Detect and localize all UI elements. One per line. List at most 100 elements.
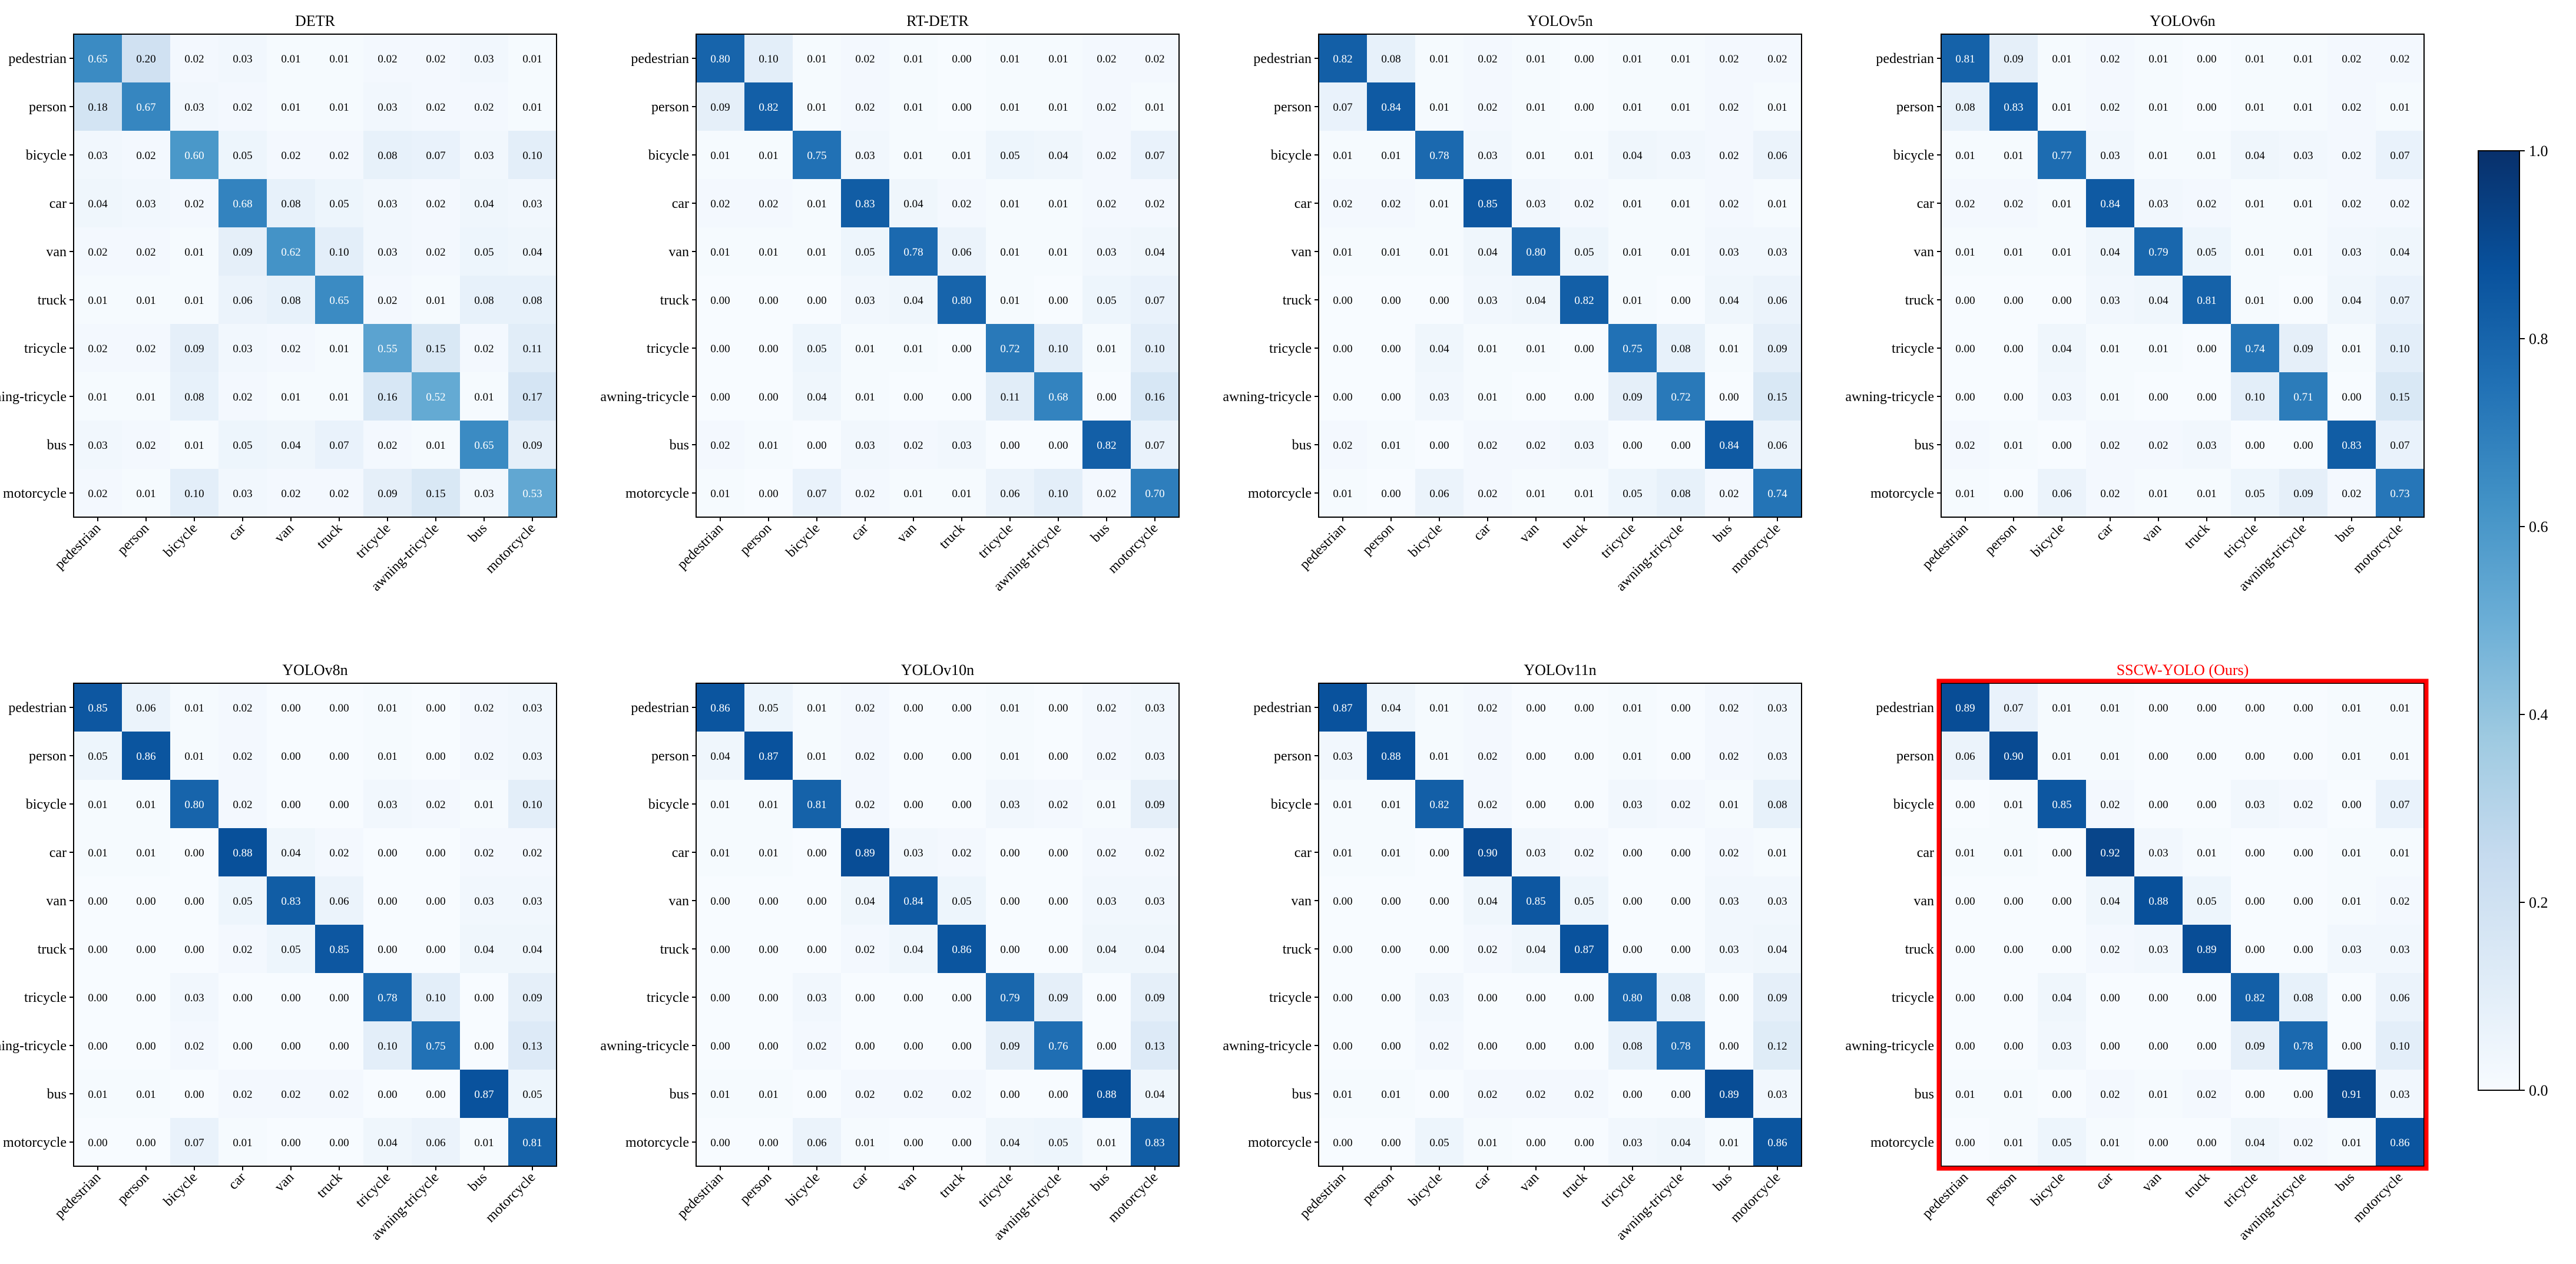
cell-value-label: 0.01	[1478, 1137, 1497, 1149]
cell-value-label: 0.04	[903, 198, 923, 210]
heatmap-cell	[74, 276, 122, 325]
heatmap-cell	[889, 421, 938, 469]
cell-value-label: 0.01	[1526, 150, 1545, 162]
cell-value-label: 0.01	[1000, 246, 1019, 259]
heatmap-cell	[170, 34, 219, 83]
cell-value-label: 0.79	[2148, 246, 2168, 259]
x-tick-label: motorcycle	[483, 1170, 539, 1226]
heatmap-cell	[460, 276, 509, 325]
heatmap-cell	[460, 34, 509, 83]
heatmap-cell	[889, 973, 938, 1022]
cell-value-label: 0.00	[1429, 295, 1449, 307]
heatmap-cell	[2231, 973, 2280, 1022]
cell-value-label: 0.02	[903, 1088, 923, 1101]
y-tick-label: pedestrian	[1253, 700, 1312, 716]
heatmap-cell	[938, 372, 986, 421]
heatmap-cell	[2086, 469, 2135, 518]
cell-value-label: 0.01	[136, 295, 155, 307]
cell-value-label: 0.00	[1955, 1137, 1975, 1149]
heatmap-cell	[744, 780, 793, 829]
heatmap-cell	[2038, 82, 2087, 131]
heatmap-cell	[1989, 276, 2038, 325]
heatmap-cell	[412, 1070, 461, 1119]
heatmap-cell	[2327, 1021, 2376, 1070]
heatmap-cell	[170, 372, 219, 421]
cell-value-label: 0.01	[1048, 246, 1068, 259]
heatmap-cell	[986, 876, 1035, 925]
cell-value-label: 0.05	[1574, 246, 1594, 259]
heatmap-cell	[2134, 973, 2183, 1022]
cell-value-label: 0.86	[136, 750, 155, 763]
heatmap-cell	[2086, 34, 2135, 83]
heatmap-cell	[2038, 131, 2087, 180]
x-tick-label: pedestrian	[674, 1170, 726, 1222]
cell-value-label: 0.02	[1478, 944, 1497, 956]
cell-value-label: 0.00	[1574, 702, 1594, 714]
cell-value-label: 0.00	[1000, 1088, 1019, 1101]
cell-value-label: 0.01	[2245, 101, 2264, 114]
heatmap-cell	[218, 421, 267, 469]
heatmap-cell	[744, 732, 793, 780]
heatmap-cell	[2327, 925, 2376, 974]
y-tick-label: van	[46, 244, 67, 260]
cell-value-label: 0.02	[2100, 53, 2120, 65]
heatmap-cell	[1705, 732, 1754, 780]
cell-value-label: 0.00	[378, 944, 397, 956]
cell-value-label: 0.09	[1767, 343, 1787, 355]
heatmap-cell	[363, 1070, 412, 1119]
cell-value-label: 0.02	[378, 53, 397, 65]
cell-value-label: 0.67	[136, 101, 155, 114]
cell-value-label: 0.03	[1767, 750, 1787, 763]
cell-value-label: 0.00	[2148, 391, 2168, 403]
cell-value-label: 0.01	[807, 198, 826, 210]
cell-value-label: 0.04	[1478, 895, 1498, 908]
heatmap-cell	[508, 1118, 557, 1167]
heatmap-cell	[2038, 276, 2087, 325]
heatmap-cell	[889, 131, 938, 180]
x-tick-label: bicycle	[161, 521, 200, 560]
cell-value-label: 0.76	[1048, 1040, 1068, 1053]
cell-value-label: 0.02	[2197, 198, 2216, 210]
heatmap-cell	[1753, 876, 1802, 925]
heatmap-cell	[2134, 179, 2183, 228]
cell-value-label: 0.00	[952, 391, 971, 403]
cell-value-label: 0.02	[329, 1088, 349, 1101]
cell-value-label: 0.02	[1719, 702, 1739, 714]
cell-value-label: 0.82	[1097, 439, 1116, 452]
cell-value-label: 0.03	[855, 150, 875, 162]
heatmap-cell	[2134, 469, 2183, 518]
heatmap-cell	[122, 732, 171, 780]
cell-value-label: 0.01	[710, 246, 730, 259]
heatmap-cell	[1131, 1070, 1180, 1119]
cell-value-label: 0.03	[855, 439, 875, 452]
heatmap-cell	[1560, 421, 1609, 469]
heatmap-cell	[122, 780, 171, 829]
x-tick-label: pedestrian	[52, 1170, 104, 1222]
cell-value-label: 0.00	[2052, 1088, 2071, 1101]
heatmap-cell	[1082, 876, 1131, 925]
heatmap-cell	[170, 131, 219, 180]
heatmap-cell	[1657, 925, 1706, 974]
cell-value-label: 0.01	[136, 391, 155, 403]
cell-value-label: 0.01	[759, 246, 778, 259]
heatmap-cell	[1560, 780, 1609, 829]
heatmap-cell	[1367, 683, 1416, 732]
cell-value-label: 0.02	[233, 101, 252, 114]
heatmap-cell	[2231, 780, 2280, 829]
heatmap-cell	[2231, 324, 2280, 373]
heatmap-cell	[889, 828, 938, 877]
heatmap-cell	[1753, 372, 1802, 421]
cell-value-label: 0.02	[1719, 750, 1739, 763]
cell-value-label: 0.16	[378, 391, 397, 403]
cell-value-label: 0.01	[426, 439, 445, 452]
cell-value-label: 0.01	[1000, 53, 1019, 65]
x-tick-label: bicycle	[2028, 521, 2068, 560]
cell-value-label: 0.01	[329, 101, 349, 114]
heatmap-cell	[1319, 876, 1368, 925]
heatmap-cell	[1131, 179, 1180, 228]
x-tick-label: van	[2139, 521, 2164, 546]
heatmap-cell	[1034, 372, 1083, 421]
heatmap-cell	[1989, 780, 2038, 829]
cell-value-label: 0.02	[281, 150, 300, 162]
x-tick-label: truck	[936, 521, 968, 552]
